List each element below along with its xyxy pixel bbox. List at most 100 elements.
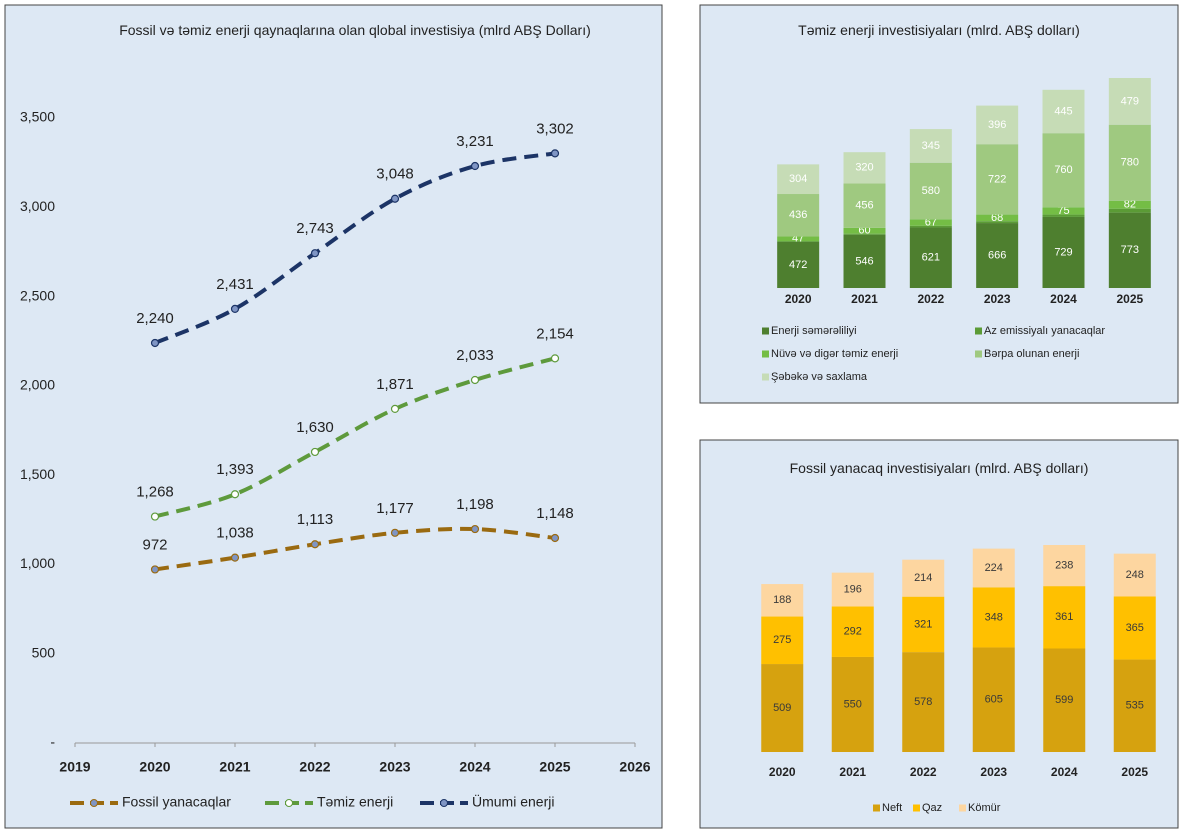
x-tick-label: 2021 [219,759,250,775]
data-label: 188 [773,594,791,606]
data-label: 1,871 [376,376,414,393]
x-tick-label: 2025 [1121,765,1148,779]
bar-segment [1043,586,1086,649]
bar-segment [1108,124,1151,201]
data-label: 621 [922,252,940,264]
bar-segment [831,572,874,607]
bar-segment [909,227,952,288]
legend-swatch [959,804,966,812]
bar-segment [909,162,952,220]
marker [230,304,240,313]
x-tick-label: 2025 [1116,292,1143,306]
x-tick-label: 2023 [379,759,410,775]
bar-segment [1108,78,1151,125]
data-label: 1,113 [297,511,333,528]
x-tick-label: 2023 [980,765,1007,779]
bar-segment [1108,208,1151,213]
legend-marker [90,799,98,807]
data-label: 666 [988,249,1006,261]
data-label: 550 [844,698,862,710]
bar-segment [1043,648,1086,752]
bar-segment [1042,133,1085,208]
legend-swatch [762,373,769,381]
data-label: 1,038 [216,525,254,542]
bar-segment [777,164,820,195]
bar-segment [777,194,820,237]
bar-segment [831,656,874,752]
legend-swatch [762,350,769,358]
bar-segment [843,152,886,184]
x-tick-label: 2024 [1050,292,1077,306]
data-label: 3,231 [456,133,494,150]
x-tick-label: 2019 [59,759,90,775]
x-tick-label: 2021 [851,292,878,306]
data-label: 1,630 [296,419,334,436]
bar-segment [1042,214,1085,217]
y-tick-label: 2,500 [20,287,55,303]
bar-segment [909,219,952,226]
x-tick-label: 2022 [299,759,330,775]
data-label: 546 [855,255,873,267]
bar-segment [761,584,804,617]
bar-segment [976,221,1019,224]
marker [390,194,400,203]
legend-label: Təmiz enerji [317,794,393,810]
bar-segment [831,606,874,657]
bar-segment [1108,200,1151,209]
data-label: 2,154 [536,325,574,342]
marker [150,512,160,521]
data-label: 3,302 [536,120,574,137]
bar-segment [976,214,1019,222]
bar-segment [777,236,820,242]
data-label: 275 [773,634,791,646]
bar-segment [1043,545,1086,587]
x-tick-label: 2020 [139,759,170,775]
bar-segment [1042,89,1085,134]
data-label: 729 [1054,246,1072,258]
marker [470,375,480,385]
x-tick-label: 2021 [839,765,866,779]
bar-segment [777,241,820,242]
x-tick-label: 2022 [917,292,944,306]
bar-segment [909,129,952,163]
marker [550,149,560,158]
data-label: 1,198 [456,496,494,513]
bar-segment [1108,212,1151,288]
chart-title: Fossil yanacaq investisiyaları (mlrd. AB… [789,460,1089,476]
bar-segment [972,647,1015,752]
data-label: 472 [789,259,807,271]
data-label: 1,148 [536,505,574,522]
data-label: 224 [985,562,1003,574]
y-tick-label: - [50,734,55,750]
legend-label: Bərpa olunan enerji [984,348,1079,360]
series-line [154,356,556,519]
data-label: 445 [1054,105,1072,117]
bar-segment [902,652,945,752]
data-label: 248 [1126,569,1144,581]
marker [470,161,480,171]
data-label: 722 [988,173,1006,185]
y-tick-label: 500 [32,644,56,660]
chart-title: Təmiz enerji investisiyaları (mlrd. ABŞ … [798,22,1080,38]
bar-segment [972,548,1015,588]
x-tick-label: 2022 [910,765,937,779]
x-tick-label: 2023 [984,292,1011,306]
x-tick-label: 2020 [769,765,796,779]
y-tick-label: 1,000 [20,555,55,571]
legend-swatch [975,350,982,358]
data-label: 292 [844,626,862,638]
legend-label: Az emissiyalı yanacaqlar [984,325,1105,337]
data-label: 214 [914,572,932,584]
legend-label: Fossil yanacaqlar [122,794,231,810]
data-label: 67 [925,216,937,228]
bar-segment [1113,659,1156,752]
y-tick-label: 1,500 [20,466,55,482]
bar-segment [972,587,1015,648]
x-tick-label: 2026 [619,759,650,775]
legend-label: Enerji səmərəliliyi [771,325,857,337]
marker [550,354,560,363]
data-label: 509 [773,702,791,714]
data-label: 479 [1121,95,1139,107]
